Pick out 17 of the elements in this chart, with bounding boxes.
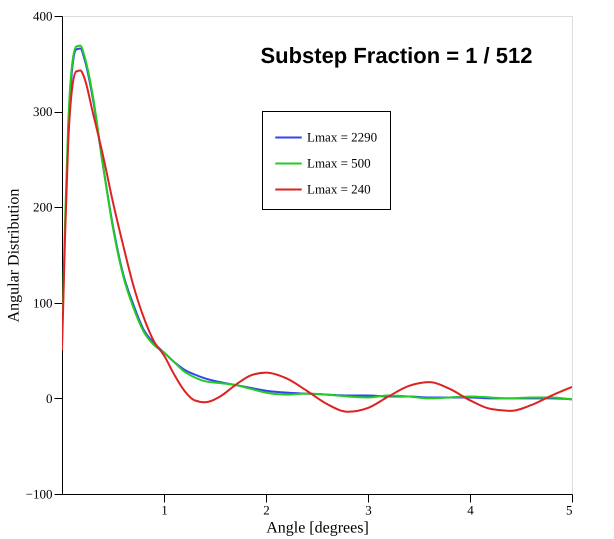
y-tick-label: −100 — [26, 486, 52, 502]
legend-label: Lmax = 240 — [307, 182, 371, 196]
y-tick-label: 300 — [33, 104, 52, 120]
x-tick-label: 4 — [467, 502, 474, 518]
text: Substep Fraction = 1 / 512 — [260, 43, 532, 68]
legend-label: Lmax = 500 — [307, 156, 371, 170]
x-tick-label: 3 — [365, 502, 372, 518]
y-tick-label: 200 — [33, 200, 52, 215]
y-tick-label: 0 — [46, 390, 52, 406]
x-axis-title: Angle [degrees] — [266, 520, 369, 536]
legend-label: Lmax = 2290 — [307, 130, 378, 144]
x-tick-label: 5 — [566, 502, 572, 518]
x-tick-label: 1 — [161, 502, 168, 518]
y-axis-title: Angular Distribution — [6, 188, 23, 322]
x-tick-label: 2 — [263, 502, 270, 518]
y-tick-label: 100 — [33, 295, 52, 310]
y-tick-label: 400 — [33, 8, 52, 24]
